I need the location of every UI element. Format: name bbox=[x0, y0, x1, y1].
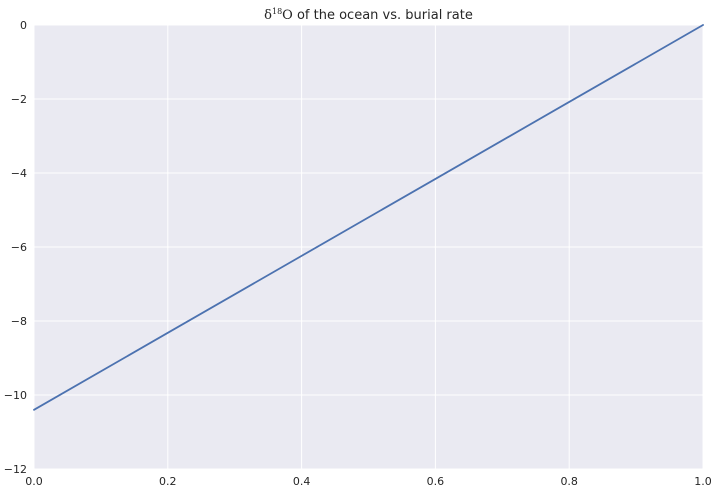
x-tick-label: 0.6 bbox=[427, 475, 445, 488]
y-tick-label: −10 bbox=[4, 389, 27, 402]
title-element: O bbox=[282, 8, 293, 23]
title-symbol: δ bbox=[264, 8, 272, 23]
x-tick-label: 1.0 bbox=[694, 475, 712, 488]
x-tick-label: 0.4 bbox=[293, 475, 311, 488]
y-tick-label: −4 bbox=[11, 167, 27, 180]
x-tick-label: 0.0 bbox=[25, 475, 43, 488]
y-tick-label: 0 bbox=[20, 19, 27, 32]
title-rest: of the ocean vs. burial rate bbox=[293, 8, 473, 23]
y-tick-label: −2 bbox=[11, 93, 27, 106]
y-tick-label: −6 bbox=[11, 241, 27, 254]
chart-title: δ18O of the ocean vs. burial rate bbox=[264, 7, 473, 23]
grid-lines bbox=[33, 24, 704, 470]
x-axis-ticks: 0.0 0.2 0.4 0.6 0.8 1.0 bbox=[25, 475, 712, 488]
title-superscript: 18 bbox=[272, 7, 282, 16]
y-tick-label: −8 bbox=[11, 315, 27, 328]
series-group bbox=[33, 24, 704, 411]
x-tick-label: 0.2 bbox=[159, 475, 177, 488]
series-line-0 bbox=[33, 24, 704, 411]
y-axis-ticks: 0 −2 −4 −6 −8 −10 −12 bbox=[4, 19, 27, 476]
x-tick-label: 0.8 bbox=[560, 475, 578, 488]
y-tick-label: −12 bbox=[4, 463, 27, 476]
